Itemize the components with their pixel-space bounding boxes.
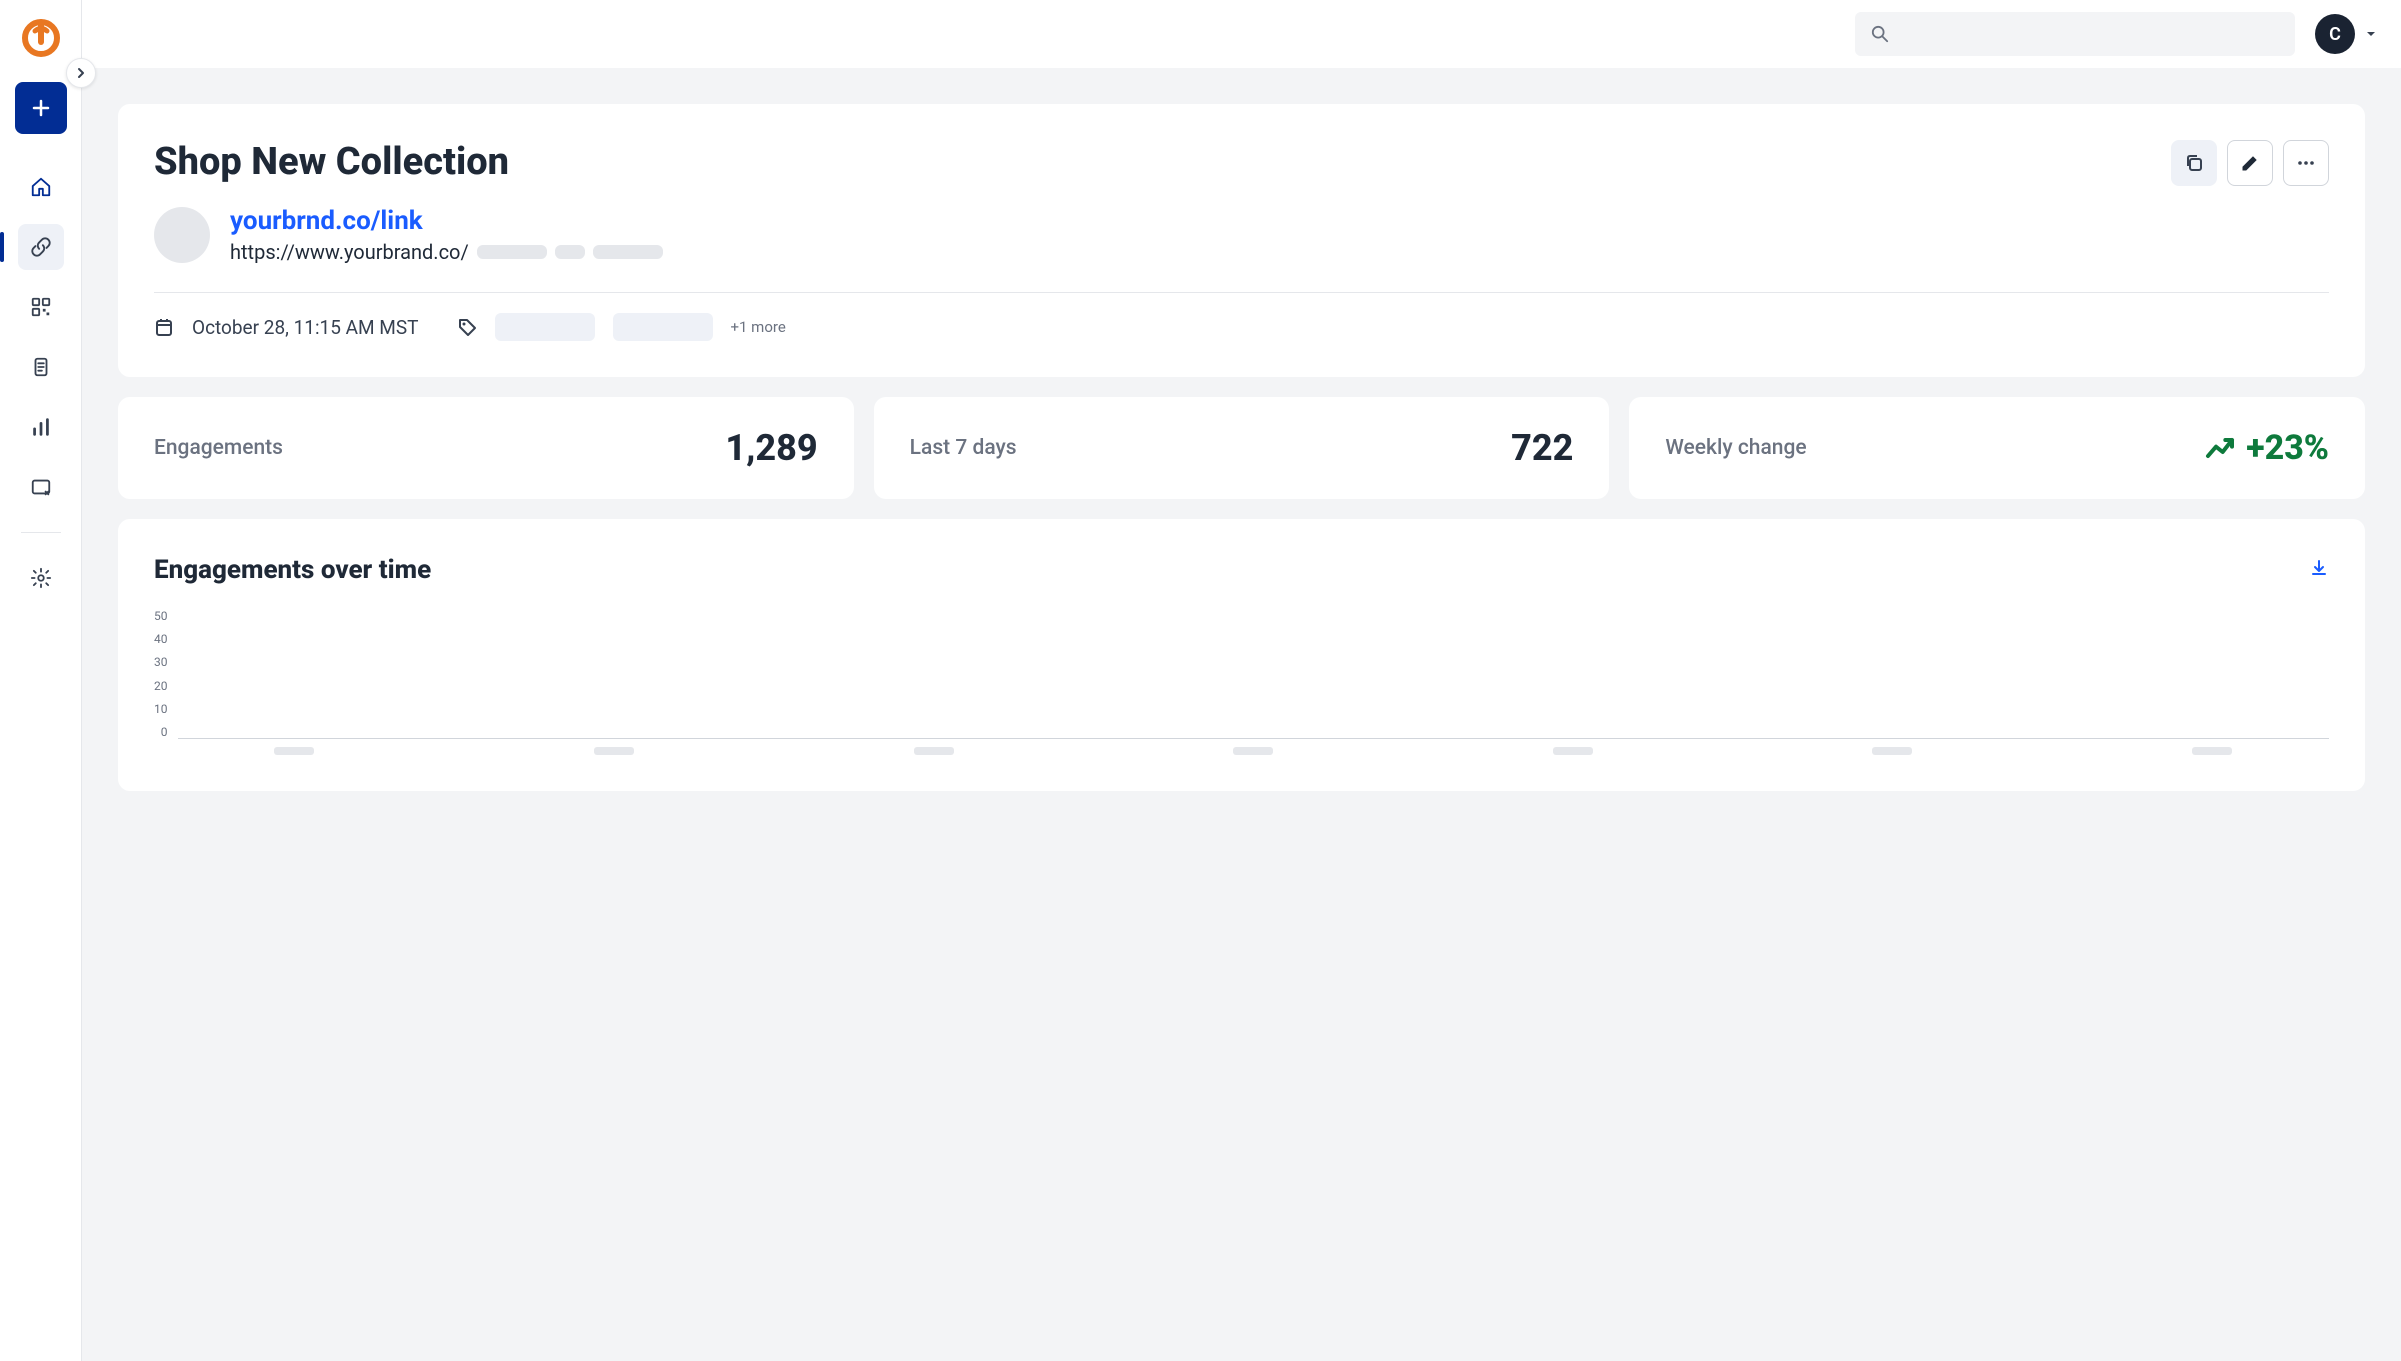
stat-engagements: Engagements 1,289 [118, 397, 854, 499]
destination-favicon [154, 207, 210, 263]
tag-icon [457, 317, 477, 337]
search-box[interactable] [1855, 12, 2295, 56]
nav-links[interactable] [18, 224, 64, 270]
nav [0, 164, 81, 601]
stat-value: 1,289 [725, 427, 817, 469]
sidebar-expand-button[interactable] [66, 58, 96, 88]
copy-icon [2184, 153, 2204, 173]
engagements-chart-card: Engagements over time 50403020100 [118, 519, 2365, 791]
link-detail-card: Shop New Collection [118, 104, 2365, 377]
ellipsis-icon [2296, 153, 2316, 173]
stat-last-7-days: Last 7 days 722 [874, 397, 1610, 499]
more-button[interactable] [2283, 140, 2329, 186]
copy-button[interactable] [2171, 140, 2217, 186]
short-link[interactable]: yourbrnd.co/link [230, 206, 663, 236]
brand-logo[interactable] [21, 18, 61, 58]
page-title: Shop New Collection [154, 140, 509, 184]
tag-chip[interactable] [495, 313, 595, 341]
created-date: October 28, 11:15 AM MST [192, 316, 419, 339]
sidebar [0, 0, 82, 1361]
nav-pages[interactable] [18, 344, 64, 390]
stat-value: 722 [1511, 427, 1573, 469]
search-icon [1871, 25, 1889, 43]
chart-title: Engagements over time [154, 555, 431, 585]
pencil-icon [2240, 153, 2260, 173]
stat-change: +23% [2204, 428, 2329, 468]
nav-analytics[interactable] [18, 404, 64, 450]
search-input[interactable] [1899, 25, 2279, 43]
engagements-chart: 50403020100 [154, 609, 2329, 755]
more-tags[interactable]: +1 more [731, 318, 786, 336]
nav-campaigns[interactable] [18, 464, 64, 510]
account-menu[interactable]: C [2315, 14, 2377, 54]
stat-label: Last 7 days [910, 436, 1017, 460]
stat-weekly-change: Weekly change +23% [1629, 397, 2365, 499]
avatar: C [2315, 14, 2355, 54]
nav-settings[interactable] [18, 555, 64, 601]
topbar: C [82, 0, 2401, 68]
stat-label: Weekly change [1665, 436, 1806, 460]
create-new-button[interactable] [15, 82, 67, 134]
stat-label: Engagements [154, 436, 283, 460]
nav-qr[interactable] [18, 284, 64, 330]
chevron-down-icon [2365, 28, 2377, 40]
trend-up-icon [2204, 432, 2236, 464]
download-chart-button[interactable] [2309, 558, 2329, 582]
nav-home[interactable] [18, 164, 64, 210]
destination-url: https://www.yourbrand.co/ [230, 240, 663, 264]
tag-chip[interactable] [613, 313, 713, 341]
calendar-icon [154, 317, 174, 337]
edit-button[interactable] [2227, 140, 2273, 186]
download-icon [2309, 558, 2329, 578]
